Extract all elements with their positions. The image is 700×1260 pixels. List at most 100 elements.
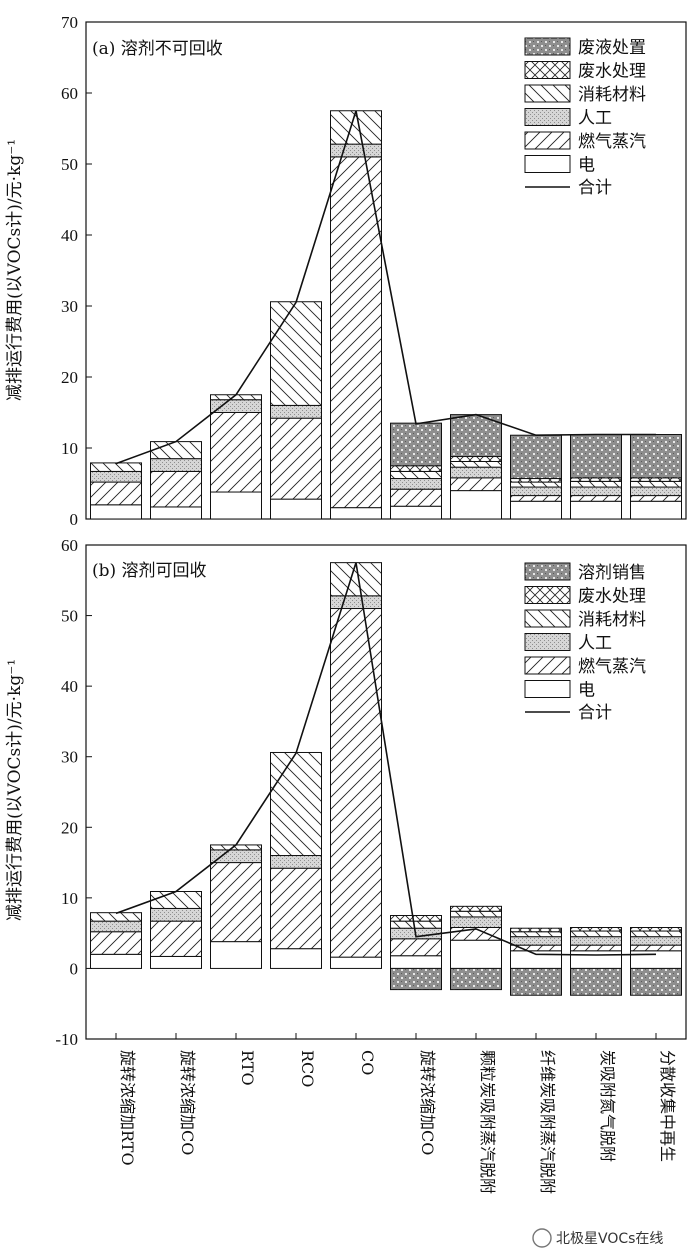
bar-segment <box>210 412 262 493</box>
bar-segment <box>210 491 262 520</box>
bar-segment <box>270 404 322 419</box>
category-label: RTO <box>238 1050 257 1086</box>
legend-label: 消耗材料 <box>578 85 646 105</box>
bar-segment <box>510 481 562 488</box>
bar-segment <box>270 498 322 520</box>
category-label: CO <box>358 1050 377 1075</box>
panel-b-frame <box>85 544 687 1040</box>
bar-segment <box>90 920 142 933</box>
bar-segment <box>390 955 442 969</box>
bar-segment <box>450 456 502 462</box>
bar-segment <box>390 470 442 480</box>
bar-segment <box>150 441 202 460</box>
bar-segment <box>630 926 682 932</box>
bar-segment <box>330 595 382 610</box>
bar-segment <box>270 948 322 969</box>
bar-segment <box>510 967 562 996</box>
category-labels: 旋转浓缩加RTO 旋转浓缩加CO RTO RCO CO 旋转浓缩加CO 颗粒炭吸附蒸汽脱附 纤… <box>118 1050 677 1194</box>
bar-segment <box>510 927 562 933</box>
panel-b-total-line <box>115 562 657 956</box>
bar-segment <box>570 500 622 520</box>
category-label: 炭吸附氮气脱附 <box>598 1050 617 1162</box>
bar-segment <box>630 967 682 996</box>
legend-swatch <box>524 61 571 79</box>
y-tick-label: -10 <box>55 1030 78 1049</box>
legend-label: 废水处理 <box>578 62 646 82</box>
bar-segment <box>150 907 202 922</box>
legend-swatch <box>524 586 571 604</box>
bar-segment <box>630 930 682 938</box>
panel-b-ticks: -10 0 10 20 30 40 50 60 <box>55 536 687 1049</box>
bar-segment <box>150 458 202 472</box>
bar-segment <box>390 920 442 929</box>
bar-segment <box>450 490 502 520</box>
bar-segment <box>90 912 142 922</box>
bar-segment <box>90 462 142 472</box>
bar-segment <box>330 507 382 520</box>
bar-segment <box>390 938 442 957</box>
legend-label: 人工 <box>578 634 612 654</box>
panel-b: (b) 溶剂可回收 减排运行费用(以VOCs计)/元·kg⁻¹ -10 0 10 20… <box>5 536 687 1049</box>
bar-segment <box>570 434 622 479</box>
bar-segment <box>210 941 262 969</box>
legend-label: 燃气蒸汽 <box>578 657 646 677</box>
bar-segment <box>510 936 562 946</box>
bar-segment <box>270 417 322 500</box>
category-label: RCO <box>298 1050 317 1087</box>
legend-swatch <box>524 680 571 698</box>
bar-segment <box>390 465 442 472</box>
bar-segment <box>330 143 382 158</box>
y-tick-label: 40 <box>61 677 78 696</box>
bar-segment <box>390 505 442 520</box>
bar-segment <box>630 434 682 479</box>
bar-segment <box>570 930 622 938</box>
legend-label: 电 <box>578 681 595 701</box>
legend-label: 消耗材料 <box>578 610 646 630</box>
category-label: 纤维炭吸附蒸汽脱附 <box>538 1050 557 1194</box>
bar-segment <box>90 931 142 955</box>
bar-segment <box>510 500 562 520</box>
category-label: 旋转浓缩加CO <box>178 1050 197 1155</box>
bar-segment <box>90 481 142 506</box>
bar-segment <box>570 477 622 482</box>
bar-segment <box>90 470 142 483</box>
legend-label: 燃气蒸汽 <box>578 132 646 152</box>
bar-segment <box>510 495 562 502</box>
panel-a-title: (a) 溶剂不可回收 <box>92 39 223 59</box>
bar-segment <box>510 434 562 480</box>
bar-segment <box>330 956 382 969</box>
legend-label: 废水处理 <box>578 587 646 607</box>
panel-a: (a) 溶剂不可回收 减排运行费用(以VOCs计)/元·kg⁻¹ 0 10 20 30… <box>5 13 687 529</box>
y-tick-label: 60 <box>61 536 78 555</box>
bar-segment <box>390 967 442 991</box>
y-tick-label: 50 <box>61 155 78 174</box>
panel-a-bars <box>90 110 682 520</box>
bar-segment <box>450 414 502 458</box>
bar-segment <box>330 156 382 509</box>
bar-segment <box>270 751 322 857</box>
bar-segment <box>630 950 682 969</box>
category-label: 旋转浓缩加CO <box>418 1050 437 1155</box>
bar-segment <box>570 486 622 497</box>
bar-segment <box>630 500 682 520</box>
panel-b-y-axis-label: 减排运行费用(以VOCs计)/元·kg⁻¹ <box>5 659 25 921</box>
bar-segment <box>630 486 682 497</box>
legend-label: 人工 <box>578 109 612 129</box>
bar-segment <box>450 466 502 479</box>
bar-segment <box>150 955 202 969</box>
y-tick-label: 30 <box>61 748 78 767</box>
y-tick-label: 20 <box>61 818 78 837</box>
bar-segment <box>270 855 322 869</box>
legend-swatch <box>524 131 571 150</box>
legend-swatch <box>524 562 571 581</box>
bar-segment <box>210 862 262 943</box>
bar-segment <box>570 944 622 952</box>
bar-segment <box>90 953 142 969</box>
bar-segment <box>450 905 502 912</box>
category-label: 分散收集中再生 <box>658 1050 677 1162</box>
legend-label: 电 <box>578 156 595 176</box>
bar-segment <box>450 460 502 468</box>
bar-segment <box>390 422 442 467</box>
bar-segment <box>570 967 622 996</box>
